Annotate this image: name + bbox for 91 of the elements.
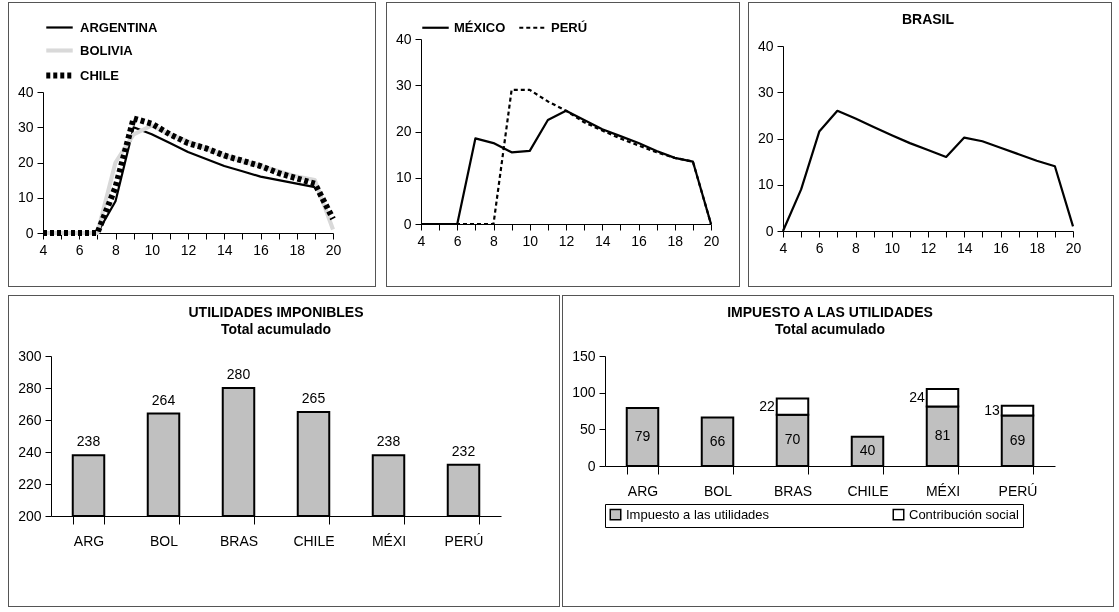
y-tick-label: 260 <box>18 411 42 428</box>
x-tick-label: 8 <box>852 239 861 256</box>
x-tick-label: PERÚ <box>444 532 484 549</box>
legend-label: CHILE <box>80 67 120 83</box>
data-label: 232 <box>451 442 476 459</box>
data-label: 69 <box>1009 431 1026 448</box>
y-tick-label: 150 <box>572 347 596 364</box>
x-tick-label: 12 <box>558 232 575 249</box>
y-tick-label: 50 <box>579 420 596 437</box>
y-tick-label: 200 <box>18 507 42 524</box>
x-tick-label: BRAS <box>773 482 813 499</box>
y-tick-label: 30 <box>395 76 412 93</box>
x-tick-label: 20 <box>1065 239 1082 256</box>
y-tick-label: 0 <box>403 215 412 232</box>
y-tick-label: 10 <box>17 189 34 206</box>
y-tick-label: 20 <box>17 154 34 170</box>
data-label: 22 <box>759 397 775 414</box>
x-tick-label: 8 <box>112 241 121 258</box>
chart-title: UTILIDADES IMPONIBLES <box>188 304 364 320</box>
data-label: 264 <box>151 391 176 408</box>
legend-label: MÉXICO <box>454 19 506 35</box>
x-tick-label: CHILE <box>847 482 889 499</box>
x-tick-label: 6 <box>75 241 84 258</box>
y-tick-label: 40 <box>17 83 34 100</box>
y-tick-label: 0 <box>587 457 596 474</box>
x-tick-label: 10 <box>144 241 161 258</box>
x-tick-label: 4 <box>417 232 426 249</box>
x-tick-label: 14 <box>956 239 973 256</box>
x-tick-label: MÉXI <box>925 482 961 499</box>
data-label: 81 <box>934 427 951 444</box>
x-tick-label: 4 <box>39 241 48 258</box>
y-tick-label: 10 <box>395 169 412 186</box>
x-tick-label: 12 <box>180 241 197 258</box>
legend-label: BOLIVIA <box>80 42 134 58</box>
legend-label: Contribución social <box>909 506 1019 522</box>
data-label: 66 <box>709 432 726 449</box>
x-tick-label: 16 <box>993 239 1009 256</box>
x-tick-label: 12 <box>920 239 937 256</box>
data-label: 265 <box>301 390 326 406</box>
y-tick-label: 10 <box>757 176 774 193</box>
data-label: 238 <box>376 433 401 450</box>
y-tick-label: 100 <box>572 384 596 401</box>
chart-title: BRASIL <box>901 11 955 27</box>
y-tick-label: 40 <box>757 37 774 54</box>
y-tick-label: 30 <box>757 83 774 100</box>
y-tick-label: 20 <box>757 130 774 146</box>
data-label: 40 <box>859 442 876 459</box>
x-tick-label: 10 <box>884 239 901 256</box>
y-tick-label: 40 <box>395 30 412 47</box>
x-tick-label: CHILE <box>293 532 335 549</box>
x-tick-label: BOL <box>703 482 733 499</box>
y-tick-label: 220 <box>18 475 42 492</box>
data-label: 238 <box>76 433 101 450</box>
x-tick-label: 14 <box>594 232 611 249</box>
x-tick-label: 18 <box>289 241 306 258</box>
y-tick-label: 0 <box>765 222 774 239</box>
y-tick-label: 240 <box>18 443 42 460</box>
chart-title: IMPUESTO A LAS UTILIDADES <box>727 304 933 320</box>
data-label: 13 <box>984 401 1000 418</box>
x-tick-label: 18 <box>1029 239 1046 256</box>
y-tick-label: 0 <box>25 224 34 241</box>
legend-label: ARGENTINA <box>80 19 158 35</box>
legend-label: Impuesto a las utilidades <box>626 506 770 522</box>
x-tick-label: 16 <box>253 241 269 258</box>
x-tick-label: BRAS <box>219 532 259 549</box>
chart-subtitle: Total acumulado <box>220 321 332 337</box>
x-tick-label: 14 <box>216 241 233 258</box>
y-tick-label: 30 <box>17 118 34 135</box>
y-tick-label: 280 <box>18 379 42 396</box>
x-tick-label: 18 <box>667 232 684 249</box>
data-label: 79 <box>634 428 651 445</box>
chart-subtitle: Total acumulado <box>774 321 886 337</box>
x-tick-label: 16 <box>631 232 647 249</box>
x-tick-label: 6 <box>815 239 824 256</box>
x-tick-label: 20 <box>325 241 342 258</box>
x-tick-label: ARG <box>627 482 659 499</box>
data-label: 24 <box>909 388 925 405</box>
y-tick-label: 300 <box>18 347 42 364</box>
legend-label: PERÚ <box>551 19 588 35</box>
x-tick-label: 10 <box>522 232 539 249</box>
x-tick-label: MÉXI <box>371 532 407 549</box>
x-tick-label: 4 <box>779 239 788 256</box>
data-label: 280 <box>226 366 251 382</box>
x-tick-label: ARG <box>73 532 105 549</box>
x-tick-label: 20 <box>703 232 720 249</box>
x-tick-label: BOL <box>149 532 179 549</box>
x-tick-label: PERÚ <box>998 482 1038 499</box>
x-tick-label: 6 <box>453 232 462 249</box>
data-label: 70 <box>784 431 801 448</box>
y-tick-label: 20 <box>395 123 412 139</box>
x-tick-label: 8 <box>490 232 499 249</box>
